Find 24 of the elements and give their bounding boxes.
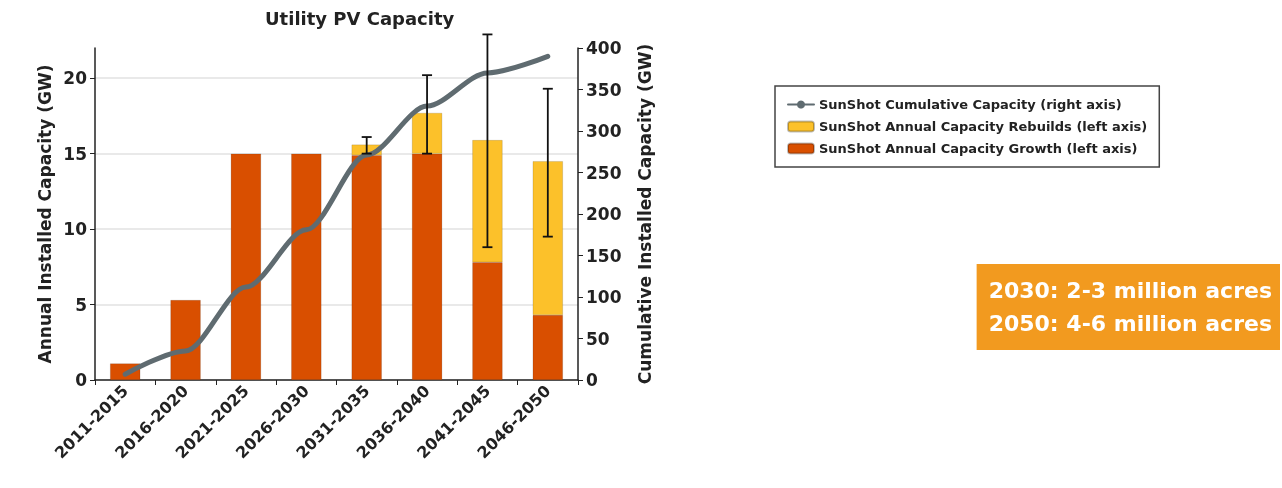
y2-axis-title: Cumulative Installed Capacity (GW) (634, 43, 655, 385)
bar (291, 153, 322, 380)
y2-tick-label: 250 (586, 162, 622, 183)
legend-label: SunShot Annual Capacity Growth (left axis) (819, 141, 1138, 156)
y2-tick-label: 50 (586, 328, 610, 349)
y-tick-label: 10 (63, 219, 88, 240)
legend-label: SunShot Annual Capacity Rebuilds (left axis) (819, 119, 1148, 134)
bar (230, 153, 262, 380)
y2-tick-label: 0 (586, 370, 598, 390)
text: 2030: 2-3 million acres 2050: 4-6 million acres (988, 278, 1273, 336)
y-axis-title: Annual Installed Capacity (GW) (34, 64, 55, 364)
y-tick-label: 15 (63, 143, 87, 164)
y-tick-label: 0 (75, 370, 88, 390)
y2-tick-label: 350 (586, 79, 622, 100)
y2-tick-label: 200 (586, 204, 622, 224)
legend-label: SunShot Cumulative Capacity (right axis) (819, 97, 1122, 112)
y2-tick-label: 100 (586, 287, 622, 307)
bar (170, 300, 201, 380)
y-tick-label: 20 (63, 68, 88, 89)
y2-tick-label: 150 (586, 245, 622, 266)
y2-tick-label: 300 (586, 121, 622, 141)
y2-tick-label: 400 (586, 38, 622, 58)
chart-title: Utility PV Capacity (265, 7, 455, 29)
y-tick-label: 5 (75, 294, 87, 315)
